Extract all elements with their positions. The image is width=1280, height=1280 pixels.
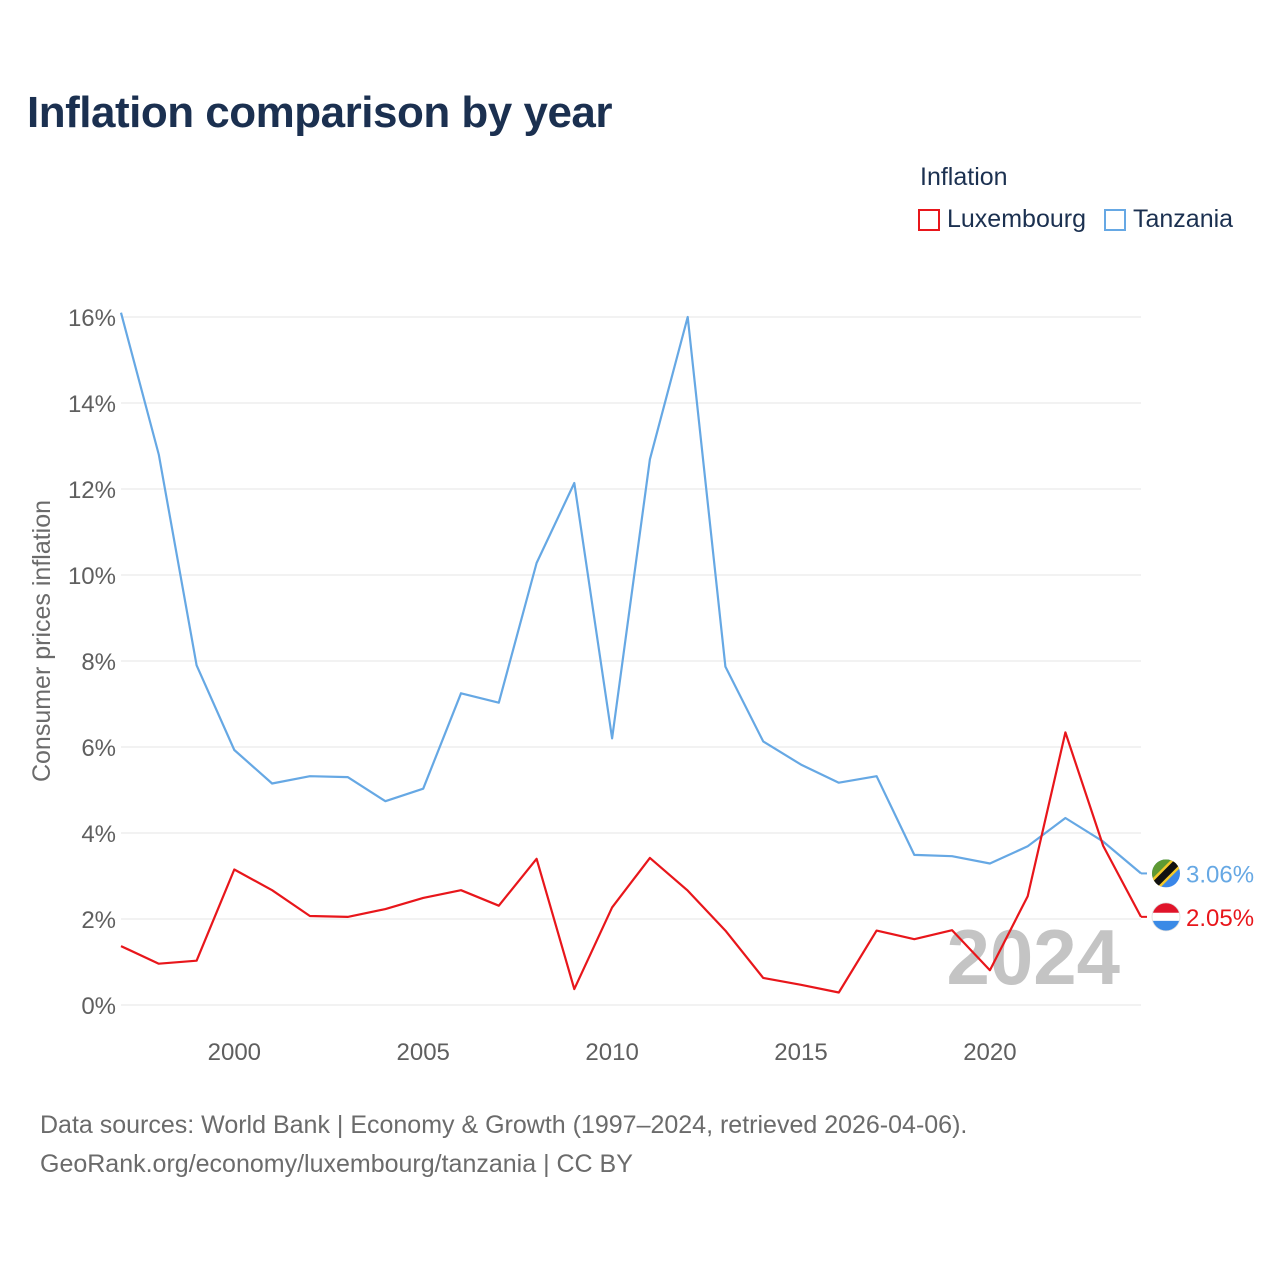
legend-swatch-tanzania <box>1103 208 1126 231</box>
footer-sources: Data sources: World Bank | Economy & Gro… <box>40 1111 968 1139</box>
y-tick-label: 8% <box>81 649 116 676</box>
flag-outline-luxembourg <box>1151 902 1181 932</box>
legend-item-tanzania[interactable]: Tanzania <box>1103 205 1234 234</box>
x-tick-label: 2005 <box>397 1039 450 1066</box>
y-tick-label: 10% <box>68 563 116 590</box>
y-tick-label: 14% <box>68 391 116 418</box>
chart-title: Inflation comparison by year <box>27 88 613 137</box>
end-label-luxembourg: 2.05% <box>1186 905 1254 932</box>
x-tick-label: 2000 <box>208 1039 261 1066</box>
y-tick-label: 0% <box>81 993 116 1020</box>
y-axis-label: Consumer prices inflation <box>28 500 56 782</box>
end-label-tanzania: 3.06% <box>1186 861 1254 888</box>
legend: Luxembourg Tanzania <box>918 205 1233 234</box>
x-tick-label: 2015 <box>774 1039 827 1066</box>
legend-swatch-luxembourg <box>918 208 940 231</box>
x-tick-label: 2020 <box>963 1039 1016 1066</box>
y-tick-label: 2% <box>81 907 116 934</box>
year-watermark: 2024 <box>946 913 1120 1001</box>
y-tick-label: 16% <box>68 305 116 332</box>
legend-title: Inflation <box>920 163 1008 191</box>
luxembourg-flag-icon <box>1152 902 1180 931</box>
legend-item-luxembourg[interactable]: Luxembourg <box>918 205 1086 234</box>
footer: Data sources: World Bank | Economy & Gro… <box>40 1106 967 1184</box>
legend-label-luxembourg: Luxembourg <box>947 205 1086 233</box>
y-tick-label: 12% <box>68 477 116 504</box>
series-line-luxembourg <box>120 731 1142 994</box>
x-tick-label: 2010 <box>585 1039 638 1066</box>
legend-label-tanzania: Tanzania <box>1132 205 1234 233</box>
y-tick-label: 6% <box>81 735 116 762</box>
series-line-tanzania <box>119 312 1142 875</box>
y-tick-label: 4% <box>81 821 116 848</box>
tanzania-flag-icon <box>1152 859 1180 888</box>
footer-link[interactable]: GeoRank.org/economy/luxembourg/tanzania … <box>40 1150 633 1178</box>
